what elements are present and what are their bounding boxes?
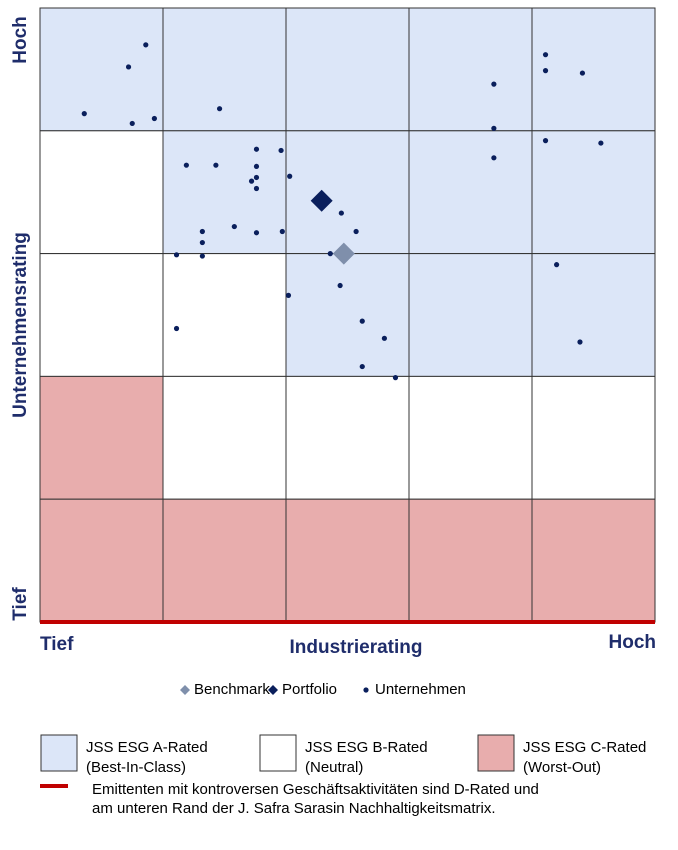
point: [213, 162, 219, 168]
point: [199, 228, 205, 235]
matrix-cell: [162, 253, 287, 377]
matrix-cell: [531, 7, 656, 132]
zone-subtitle: (Worst-Out): [523, 759, 601, 776]
point: [491, 81, 497, 87]
zone-legend: JSS ESG A-Rated (Best-In-Class) JSS ESG B-…: [40, 734, 646, 776]
x-high-label: Hoch: [609, 632, 657, 653]
point: [287, 173, 293, 179]
matrix-cell: [162, 375, 287, 500]
point: [542, 138, 549, 144]
point: [125, 64, 132, 70]
legend-marker: [268, 685, 278, 695]
point: [598, 140, 604, 146]
point: [285, 292, 292, 298]
zone-title: JSS ESG A-Rated: [86, 739, 208, 756]
point: [216, 106, 223, 112]
matrix-cell: [408, 498, 533, 623]
matrix-cell: [162, 498, 287, 623]
point: [143, 42, 149, 48]
plot: [81, 42, 604, 381]
point: [81, 111, 87, 117]
point: [173, 325, 180, 332]
matrix-cell: [531, 130, 656, 255]
zone-subtitle: (Best-In-Class): [86, 759, 186, 776]
legend-marker: [363, 687, 369, 693]
point: [353, 228, 359, 235]
point: [542, 68, 549, 74]
matrix-cell: [285, 7, 410, 132]
matrix-cell: [531, 253, 656, 377]
matrix-cell: [285, 130, 410, 255]
point: [332, 242, 355, 265]
note: Emittenten mit kontroversen Geschäftsakt…: [40, 781, 539, 817]
point: [338, 210, 344, 216]
matrix-cell: [39, 130, 164, 255]
legend-label: Portfolio: [282, 681, 337, 698]
point: [248, 178, 255, 184]
zone-swatch: [477, 734, 515, 772]
legend-marker: [180, 685, 190, 695]
matrix-cell: [39, 498, 164, 623]
point: [253, 230, 260, 236]
point: [199, 239, 205, 246]
point: [253, 174, 260, 181]
matrix-cell: [285, 375, 410, 500]
point: [183, 162, 189, 168]
matrix-cell: [162, 130, 287, 255]
x-axis-title: Industrierating: [289, 637, 422, 658]
point: [542, 52, 549, 58]
point: [577, 339, 583, 345]
matrix-cell: [531, 375, 656, 500]
matrix-cell: [39, 253, 164, 377]
legend: Benchmark Portfolio Unternehmen: [180, 681, 466, 698]
matrix-cell: [531, 498, 656, 623]
matrix-cell: [408, 253, 533, 377]
zone-title: JSS ESG C-Rated: [523, 739, 646, 756]
point: [554, 262, 560, 268]
matrix-cell: [162, 7, 287, 132]
note-text: Emittenten mit kontroversen Geschäftsakt…: [92, 781, 539, 798]
point: [491, 155, 497, 161]
note-text: am unteren Rand der J. Safra Sarasin Nac…: [92, 800, 496, 817]
point: [253, 146, 260, 152]
matrix-cell: [408, 375, 533, 500]
matrix-cell: [39, 7, 164, 132]
y-high-label: Hoch: [10, 16, 31, 64]
point: [278, 147, 284, 154]
point: [199, 253, 205, 259]
point: [491, 125, 497, 131]
point: [359, 318, 365, 324]
point: [129, 120, 135, 127]
point: [231, 223, 237, 230]
zone-swatch: [40, 734, 78, 772]
matrix-cell: [285, 498, 410, 623]
zone-subtitle: (Neutral): [305, 759, 363, 776]
point: [253, 163, 260, 170]
matrix-cell: [408, 130, 533, 255]
point: [392, 375, 399, 381]
matrix: [39, 7, 656, 624]
point: [579, 70, 586, 76]
y-axis-title: Unternehmensrating: [10, 232, 31, 418]
point: [327, 251, 333, 257]
zone-swatch: [259, 734, 297, 772]
legend-label: Unternehmen: [375, 681, 466, 698]
point: [310, 189, 333, 212]
matrix-cell: [39, 375, 164, 500]
point: [173, 252, 180, 258]
legend-label: Benchmark: [194, 681, 270, 698]
point: [381, 335, 387, 341]
point: [359, 363, 365, 370]
y-low-label: Tief: [10, 587, 31, 621]
matrix-cell: [285, 253, 410, 377]
zone-title: JSS ESG B-Rated: [305, 739, 428, 756]
x-low-label: Tief: [40, 634, 74, 655]
point: [253, 185, 260, 192]
point: [151, 115, 157, 122]
point: [279, 228, 285, 235]
point: [337, 282, 343, 289]
matrix-cell: [408, 7, 533, 132]
